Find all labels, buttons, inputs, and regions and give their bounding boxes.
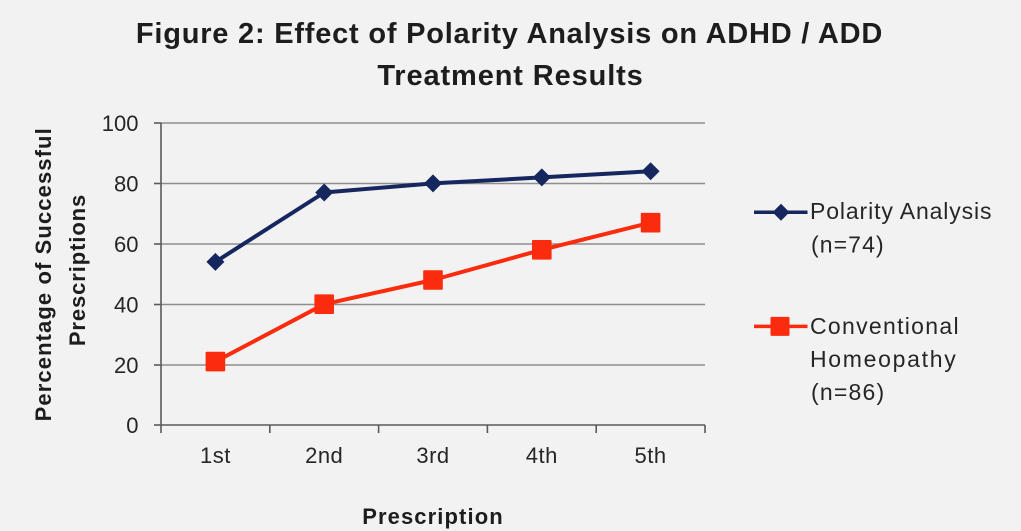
svg-text:Prescription: Prescription xyxy=(362,504,504,529)
svg-text:3rd: 3rd xyxy=(416,443,449,468)
svg-text:0: 0 xyxy=(126,413,138,438)
svg-text:Conventional: Conventional xyxy=(810,313,960,339)
svg-text:Treatment Results: Treatment Results xyxy=(377,60,643,92)
svg-text:80: 80 xyxy=(114,172,138,197)
svg-text:Percentage of Successful: Percentage of Successful xyxy=(31,127,56,421)
svg-text:40: 40 xyxy=(114,293,138,318)
svg-text:4th: 4th xyxy=(526,443,558,468)
svg-text:1st: 1st xyxy=(200,443,231,468)
svg-text:Polarity Analysis: Polarity Analysis xyxy=(810,198,992,224)
svg-text:Prescriptions: Prescriptions xyxy=(65,194,90,346)
svg-text:(n=74): (n=74) xyxy=(811,231,885,257)
svg-text:20: 20 xyxy=(114,353,138,378)
svg-text:Homeopathy: Homeopathy xyxy=(810,346,957,372)
svg-text:60: 60 xyxy=(114,232,138,257)
svg-text:2nd: 2nd xyxy=(305,443,343,468)
svg-text:(n=86): (n=86) xyxy=(811,379,885,405)
svg-text:5th: 5th xyxy=(635,443,667,468)
svg-text:100: 100 xyxy=(102,111,139,136)
svg-text:Figure 2: Effect of Polarity A: Figure 2: Effect of Polarity Analysis on… xyxy=(136,18,883,50)
